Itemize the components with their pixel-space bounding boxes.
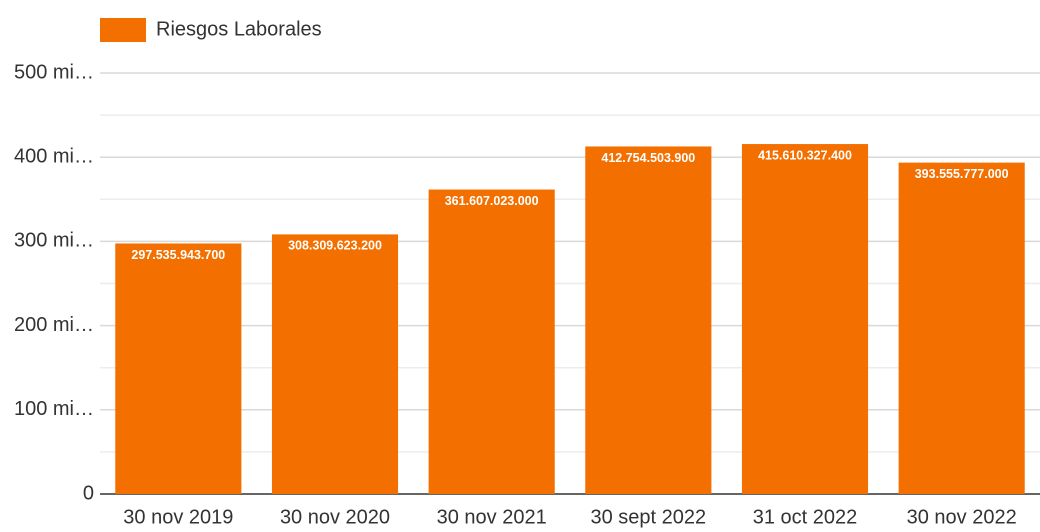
- y-tick-label: 500 mi…: [14, 61, 94, 83]
- data-label: 297.535.943.700: [131, 248, 225, 262]
- x-tick-label: 30 sept 2022: [591, 506, 707, 528]
- y-tick-label: 200 mi…: [14, 314, 94, 336]
- y-tick-label: 400 mi…: [14, 145, 94, 167]
- bar: [585, 146, 712, 495]
- data-label: 361.607.023.000: [445, 194, 539, 208]
- y-tick-label: 300 mi…: [14, 230, 94, 252]
- data-label: 415.610.327.400: [758, 148, 852, 162]
- legend-swatch: [100, 18, 146, 42]
- bar: [115, 243, 242, 494]
- data-label: 412.754.503.900: [601, 151, 695, 165]
- x-tick-label: 30 nov 2020: [280, 506, 390, 528]
- y-tick-label: 0: [83, 482, 94, 504]
- y-tick-label: 100 mi…: [14, 398, 94, 420]
- bar: [898, 162, 1025, 494]
- x-tick-label: 30 nov 2019: [123, 506, 233, 528]
- data-label: 308.309.623.200: [288, 239, 382, 253]
- bar: [271, 234, 399, 494]
- x-tick-label: 30 nov 2022: [907, 506, 1017, 528]
- bar: [741, 144, 869, 495]
- legend-label: Riesgos Laborales: [156, 18, 322, 40]
- data-label: 393.555.777.000: [915, 167, 1009, 181]
- x-tick-label: 30 nov 2021: [437, 506, 547, 528]
- x-tick-label: 31 oct 2022: [753, 506, 858, 528]
- bar: [428, 189, 555, 494]
